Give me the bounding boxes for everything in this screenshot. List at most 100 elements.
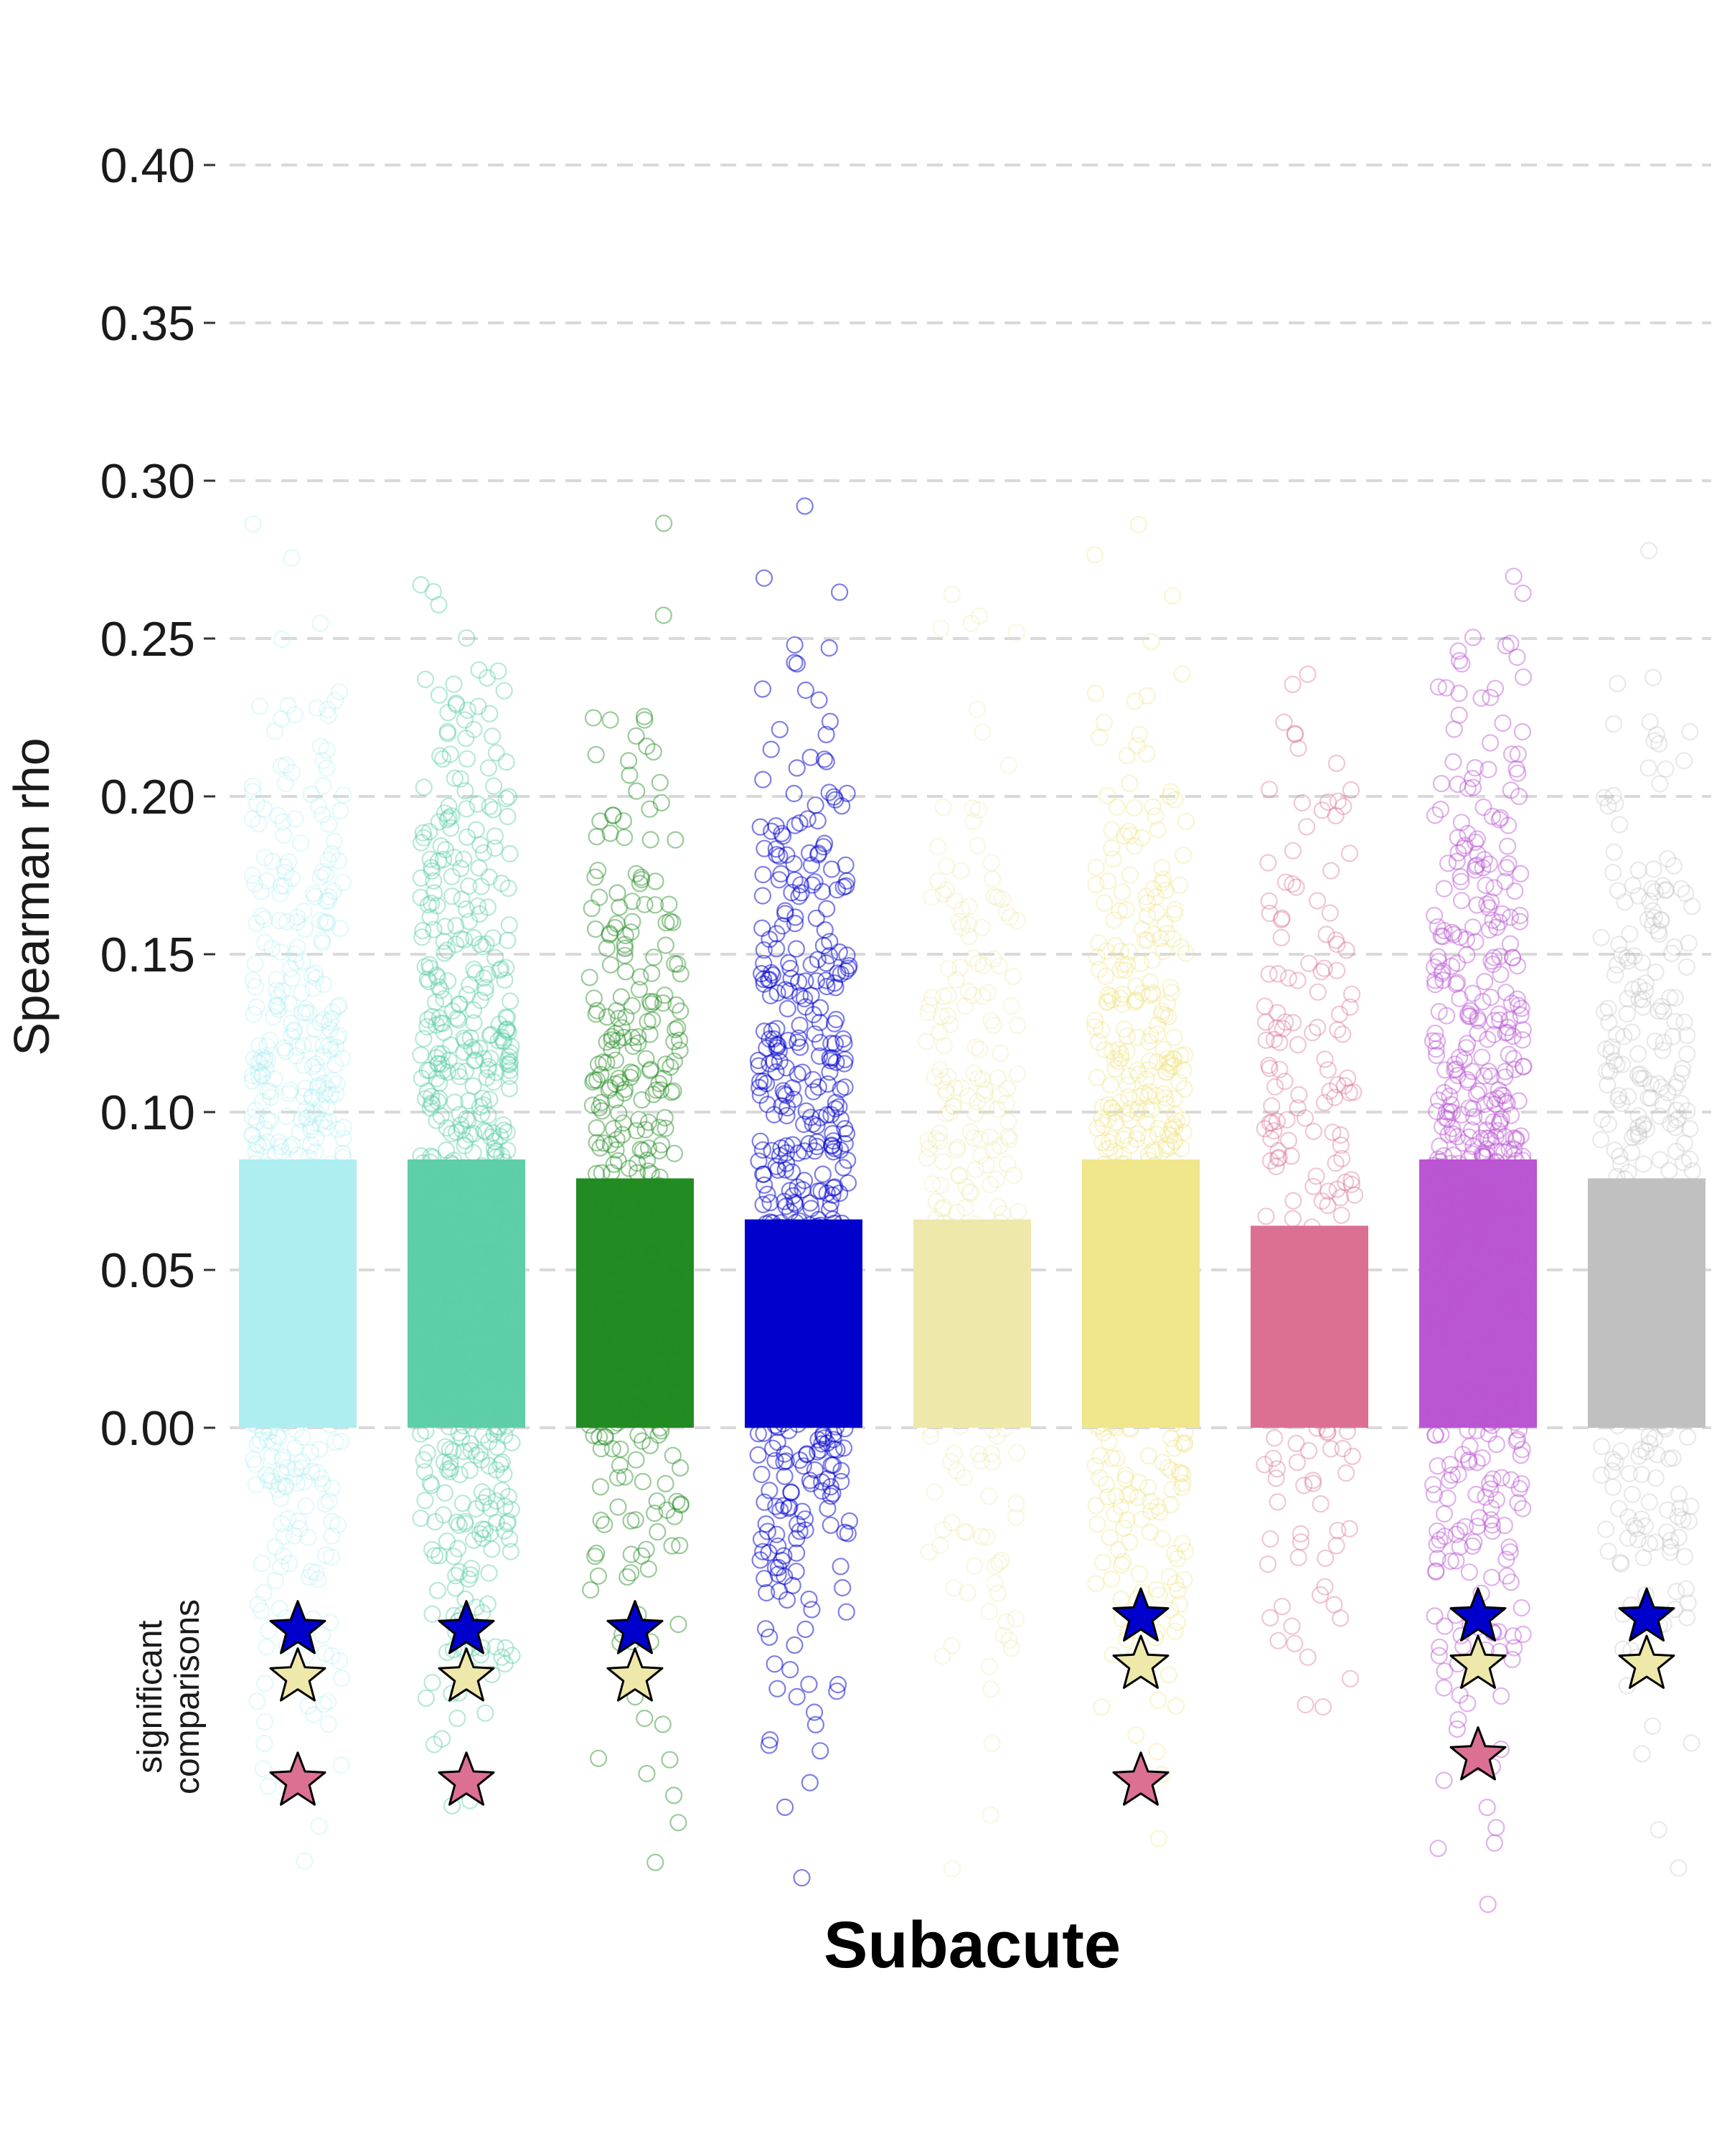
jitter-point: [656, 986, 674, 1004]
jitter-point: [1149, 1497, 1167, 1515]
jitter-point: [1478, 1157, 1496, 1175]
jitter-point: [1154, 1294, 1172, 1312]
jitter-point: [276, 1283, 293, 1301]
jitter-point: [255, 800, 273, 818]
jitter-point: [610, 1009, 628, 1027]
jitter-point: [492, 1199, 510, 1218]
jitter-point: [1263, 1114, 1281, 1131]
jitter-point: [278, 1233, 296, 1251]
jitter-point: [323, 1161, 341, 1180]
jitter-point: [1428, 1195, 1446, 1213]
jitter-point: [956, 997, 974, 1015]
jitter-point: [330, 1275, 348, 1294]
jitter-point: [656, 1108, 674, 1127]
jitter-point: [1008, 912, 1026, 930]
jitter-point: [1149, 1830, 1168, 1847]
jitter-point: [1268, 1019, 1286, 1037]
jitter-point: [669, 1369, 687, 1387]
jitter-point: [1479, 1129, 1497, 1148]
jitter-point: [432, 837, 450, 855]
jitter-point: [1507, 1152, 1525, 1169]
jitter-point: [1169, 1550, 1187, 1568]
jitter-point: [1126, 1345, 1145, 1362]
jitter-point: [274, 813, 292, 831]
jitter-point: [1492, 966, 1510, 984]
jitter-point: [987, 1276, 1004, 1294]
jitter-point: [247, 1134, 265, 1153]
jitter-point: [672, 1315, 690, 1333]
jitter-point: [594, 1388, 612, 1406]
jitter-point: [808, 1133, 827, 1151]
jitter-point: [299, 1225, 317, 1244]
jitter-point: [477, 1123, 495, 1141]
jitter-point: [649, 1426, 667, 1444]
jitter-point: [436, 1323, 453, 1342]
jitter-point: [1004, 1166, 1023, 1185]
jitter-point: [932, 1302, 950, 1320]
jitter-point: [1647, 1469, 1665, 1487]
jitter-point: [649, 1177, 668, 1195]
jitter-point: [1147, 1211, 1165, 1229]
jitter-point: [603, 1040, 621, 1059]
jitter-point: [1256, 1120, 1274, 1138]
jitter-point: [824, 1484, 842, 1502]
jitter-point: [632, 1370, 650, 1389]
jitter-point: [1175, 1161, 1194, 1180]
jitter-point: [822, 1487, 839, 1505]
jitter-point: [295, 1088, 313, 1106]
jitter-point: [833, 797, 851, 815]
jitter-point: [250, 1250, 268, 1268]
jitter-point: [622, 1512, 640, 1530]
jitter-point: [446, 1093, 464, 1111]
jitter-point: [457, 729, 475, 748]
jitter-point: [261, 1088, 280, 1106]
jitter-point: [1283, 1617, 1301, 1635]
jitter-point: [457, 800, 476, 818]
jitter-point: [1660, 1162, 1678, 1180]
jitter-point: [1487, 1435, 1505, 1454]
jitter-point: [476, 983, 494, 1001]
jitter-point: [1515, 1058, 1533, 1075]
jitter-point: [462, 1441, 480, 1460]
jitter-point: [425, 1736, 443, 1753]
jitter-point: [255, 1713, 274, 1731]
jitter-point: [1678, 1045, 1696, 1063]
jitter-point: [330, 996, 348, 1015]
jitter-point: [1165, 1414, 1182, 1433]
jitter-point: [1129, 515, 1147, 534]
jitter-point: [1289, 1548, 1307, 1566]
jitter-point: [1114, 1553, 1132, 1571]
jitter-point: [997, 1401, 1015, 1420]
jitter-point: [948, 1223, 966, 1241]
jitter-point: [932, 619, 950, 638]
jitter-point: [1341, 998, 1359, 1016]
jitter-point: [1269, 1141, 1287, 1160]
jitter-point: [474, 1089, 491, 1107]
jitter-point: [801, 1375, 819, 1393]
jitter-point: [436, 841, 455, 859]
jitter-point: [455, 1320, 473, 1339]
jitter-point: [1104, 991, 1121, 1009]
jitter-point: [421, 1255, 439, 1273]
jitter-point: [1106, 1251, 1124, 1269]
jitter-point: [926, 1483, 944, 1501]
jitter-point: [626, 1511, 644, 1529]
jitter-point: [639, 1012, 657, 1031]
jitter-point: [303, 1462, 321, 1480]
jitter-point: [1482, 1480, 1500, 1498]
jitter-point: [804, 1083, 822, 1101]
jitter-point: [438, 1063, 457, 1081]
jitter-point: [498, 1410, 516, 1428]
jitter-point: [665, 1507, 684, 1525]
jitter-point: [476, 979, 494, 997]
jitter-point: [1455, 1050, 1473, 1068]
jitter-point: [305, 1705, 323, 1724]
jitter-point: [434, 1174, 452, 1192]
jitter-point: [944, 1218, 961, 1237]
jitter-point: [302, 1136, 320, 1154]
jitter-point: [438, 1461, 457, 1479]
jitter-point: [1009, 1017, 1027, 1035]
jitter-point: [1120, 1246, 1138, 1264]
jitter-point: [1332, 1253, 1350, 1271]
jitter-point: [255, 1583, 273, 1601]
